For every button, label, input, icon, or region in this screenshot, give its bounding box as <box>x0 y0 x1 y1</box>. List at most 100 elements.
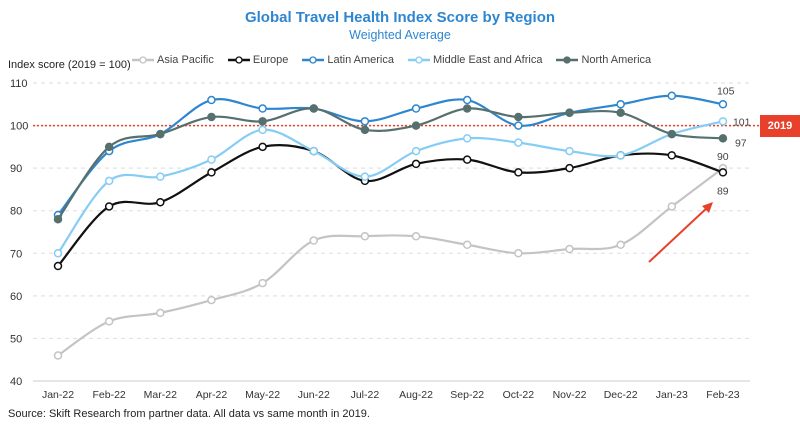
data-point <box>462 155 472 164</box>
legend-item-north-america: North America <box>556 54 651 66</box>
data-point <box>156 129 165 139</box>
y-tick-label: 50 <box>10 333 22 345</box>
arrow-shaft <box>648 205 710 263</box>
data-point <box>718 117 728 126</box>
data-point <box>104 176 114 186</box>
end-value-label: 90 <box>717 151 729 163</box>
data-point <box>565 146 574 156</box>
data-point <box>104 202 114 211</box>
legend-marker-icon <box>302 56 325 64</box>
data-point <box>514 168 523 177</box>
x-tick-label: Jul-22 <box>351 389 380 401</box>
data-point <box>258 142 267 152</box>
x-tick-label: Jan-22 <box>42 389 74 401</box>
end-value-label: 101 <box>733 116 751 128</box>
x-tick-label: Jun-22 <box>298 389 330 401</box>
data-point <box>258 117 267 126</box>
x-tick-label: Nov-22 <box>553 389 587 401</box>
end-value-label: 89 <box>717 185 729 197</box>
data-point <box>565 163 574 173</box>
data-point <box>207 155 216 164</box>
data-point <box>309 146 318 156</box>
data-point <box>53 214 63 224</box>
x-tick-label: Dec-22 <box>604 389 638 401</box>
data-point <box>667 202 677 211</box>
data-point <box>156 308 165 318</box>
x-tick-label: Mar-22 <box>144 389 177 401</box>
x-tick-label: Oct-22 <box>503 389 535 401</box>
x-tick-label: Apr-22 <box>196 389 228 401</box>
data-point <box>514 112 523 122</box>
data-point <box>309 104 318 113</box>
legend-label: Europe <box>252 54 289 66</box>
legend-marker-icon <box>132 56 154 64</box>
y-tick-label: 80 <box>10 206 22 218</box>
data-point <box>258 278 267 288</box>
data-point <box>411 146 421 156</box>
data-point <box>616 151 625 160</box>
source-note: Source: Skift Research from partner data… <box>8 408 370 420</box>
data-point <box>360 232 370 241</box>
y-tick-label: 110 <box>10 78 28 90</box>
y-tick-label: 90 <box>10 163 22 175</box>
data-point <box>718 134 728 143</box>
chart-title: Global Travel Health Index Score by Regi… <box>244 9 556 26</box>
data-point <box>616 100 625 109</box>
data-point <box>258 104 267 113</box>
end-value-label: 97 <box>735 137 747 149</box>
series-line <box>57 167 724 357</box>
data-point <box>207 295 216 305</box>
data-point <box>514 138 523 147</box>
legend-label: Asia Pacific <box>157 54 214 66</box>
x-tick-label: Feb-22 <box>93 389 126 401</box>
data-point <box>53 249 63 258</box>
data-point <box>258 125 267 135</box>
legend-marker-icon <box>408 56 430 64</box>
data-point <box>411 104 421 113</box>
legend-item-latin-america: Latin America <box>302 54 394 66</box>
data-point <box>360 172 370 181</box>
data-point <box>411 159 421 169</box>
legend-label: North America <box>581 54 652 66</box>
data-point <box>462 240 472 250</box>
data-point <box>616 108 625 118</box>
data-point <box>565 108 574 118</box>
legend: Asia Pacific Europe Latin America Middle Ea… <box>132 54 651 66</box>
series-europe: 89 <box>53 142 729 271</box>
data-point <box>462 104 472 113</box>
data-point <box>53 261 63 271</box>
end-value-label: 105 <box>717 85 735 97</box>
arrow-icon <box>648 202 713 263</box>
legend-item-europe: Europe <box>227 54 289 66</box>
data-point <box>565 244 574 254</box>
legend-marker-icon <box>556 56 579 64</box>
data-point <box>462 134 472 143</box>
y-axis-title: Index score (2019 = 100) <box>8 59 131 71</box>
series-north-america: 97 <box>53 104 747 224</box>
data-point <box>207 112 216 122</box>
data-point <box>411 121 421 130</box>
data-point <box>207 168 216 177</box>
data-point <box>718 168 728 177</box>
data-point <box>462 95 472 105</box>
data-point <box>667 129 677 139</box>
legend-label: Middle East and Africa <box>433 54 543 66</box>
data-point <box>104 317 114 326</box>
data-point <box>104 142 114 152</box>
reference-badge: 2019 <box>760 115 800 137</box>
data-point <box>514 249 523 258</box>
data-point <box>309 236 318 245</box>
data-point <box>360 125 370 135</box>
legend-item-asia-pacific: Asia Pacific <box>132 54 214 66</box>
legend-marker-icon <box>227 56 250 64</box>
data-point <box>667 91 677 101</box>
y-tick-label: 70 <box>10 248 22 260</box>
legend-label: Latin America <box>327 54 394 66</box>
y-tick-label: 60 <box>10 291 22 303</box>
chart-subtitle: Weighted Average <box>349 28 451 42</box>
y-tick-label: 40 <box>10 376 22 388</box>
data-point <box>411 232 421 241</box>
arrow-head <box>702 202 713 213</box>
data-point <box>667 151 677 160</box>
